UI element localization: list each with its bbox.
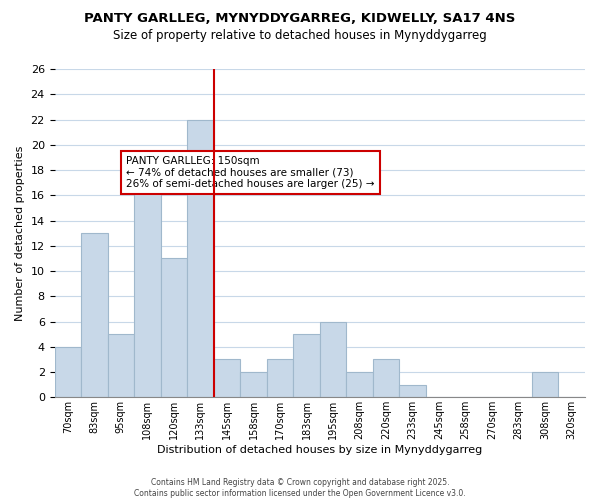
Bar bbox=[320, 322, 346, 398]
Bar bbox=[187, 120, 214, 398]
X-axis label: Distribution of detached houses by size in Mynyddygarreg: Distribution of detached houses by size … bbox=[157, 445, 482, 455]
Bar bbox=[373, 360, 400, 398]
Bar bbox=[81, 233, 107, 398]
Y-axis label: Number of detached properties: Number of detached properties bbox=[15, 146, 25, 321]
Bar bbox=[293, 334, 320, 398]
Bar bbox=[107, 334, 134, 398]
Bar bbox=[161, 258, 187, 398]
Bar bbox=[214, 360, 240, 398]
Bar bbox=[532, 372, 559, 398]
Text: PANTY GARLLEG, MYNYDDYGARREG, KIDWELLY, SA17 4NS: PANTY GARLLEG, MYNYDDYGARREG, KIDWELLY, … bbox=[85, 12, 515, 24]
Bar bbox=[134, 182, 161, 398]
Text: Contains HM Land Registry data © Crown copyright and database right 2025.
Contai: Contains HM Land Registry data © Crown c… bbox=[134, 478, 466, 498]
Text: Size of property relative to detached houses in Mynyddygarreg: Size of property relative to detached ho… bbox=[113, 29, 487, 42]
Bar bbox=[400, 384, 426, 398]
Bar bbox=[346, 372, 373, 398]
Bar bbox=[240, 372, 267, 398]
Text: PANTY GARLLEG: 150sqm
← 74% of detached houses are smaller (73)
26% of semi-deta: PANTY GARLLEG: 150sqm ← 74% of detached … bbox=[126, 156, 374, 189]
Bar bbox=[55, 347, 81, 398]
Bar bbox=[267, 360, 293, 398]
